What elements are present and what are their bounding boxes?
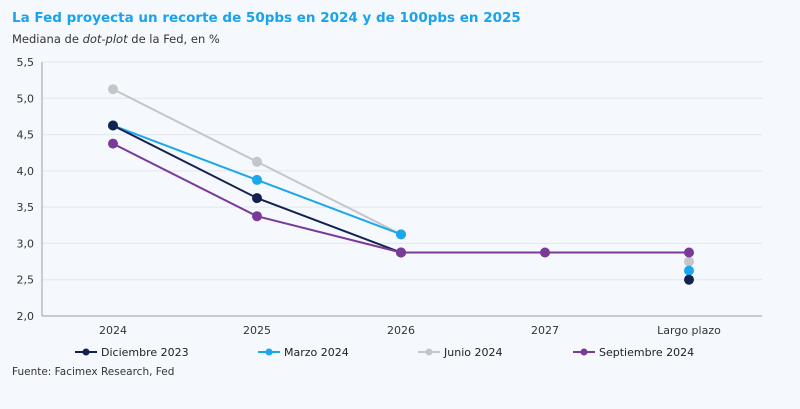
long-run-point — [684, 256, 694, 267]
data-point — [252, 174, 262, 185]
legend-swatch-dot — [82, 348, 90, 356]
y-tick-label: 3,5 — [17, 201, 35, 214]
data-point — [396, 247, 406, 258]
data-point — [108, 138, 118, 149]
data-point — [108, 84, 118, 95]
legend-swatch-dot — [265, 348, 273, 356]
x-tick-label: 2027 — [531, 324, 559, 337]
long-run-point — [684, 265, 694, 276]
long-run-point — [684, 274, 694, 285]
x-tick-label: 2024 — [99, 324, 127, 337]
chart-subtitle: Mediana de dot-plot de la Fed, en % — [12, 32, 220, 46]
legend-label: Junio 2024 — [443, 346, 502, 359]
subtitle-text: Mediana de — [12, 32, 83, 46]
x-tick-label: 2026 — [387, 324, 415, 337]
data-point — [108, 120, 118, 131]
legend-label: Diciembre 2023 — [101, 346, 189, 359]
subtitle-text-end: de la Fed, en % — [127, 32, 220, 46]
legend-swatch-dot — [580, 348, 588, 356]
y-tick-label: 3,0 — [17, 237, 35, 250]
data-point — [252, 156, 262, 167]
series-line — [112, 124, 402, 254]
chart-title: La Fed proyecta un recorte de 50pbs en 2… — [12, 10, 521, 26]
legend-label: Marzo 2024 — [284, 346, 349, 359]
x-tick-label: 2025 — [243, 324, 271, 337]
long-run-point — [684, 247, 694, 258]
data-point — [540, 247, 550, 258]
data-point — [252, 211, 262, 222]
source-note: Fuente: Facimex Research, Fed — [12, 366, 175, 378]
data-point — [396, 229, 406, 240]
data-point — [252, 193, 262, 204]
y-tick-label: 2,0 — [17, 310, 35, 323]
y-tick-label: 2,5 — [17, 274, 35, 287]
subtitle-italic: dot-plot — [82, 32, 128, 46]
y-tick-label: 5,0 — [17, 92, 35, 105]
legend-swatch-dot — [425, 348, 433, 356]
y-tick-label: 4,5 — [17, 129, 35, 142]
legend-label: Septiembre 2024 — [599, 346, 694, 359]
x-tick-label: Largo plazo — [657, 324, 721, 337]
y-tick-label: 5,5 — [17, 56, 35, 69]
y-tick-label: 4,0 — [17, 165, 35, 178]
